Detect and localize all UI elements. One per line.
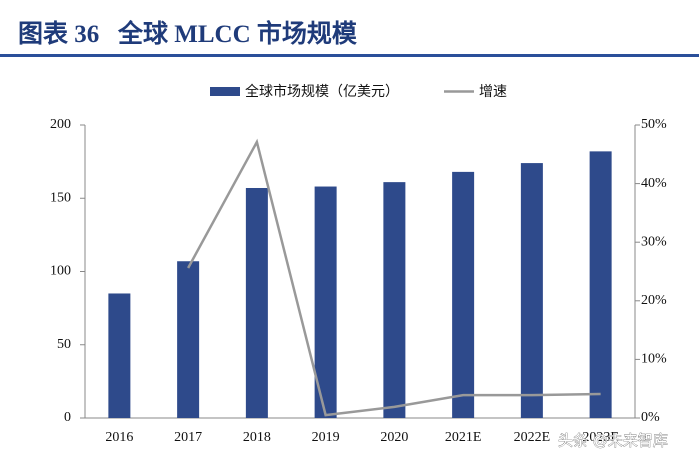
- legend-label: 全球市场规模（亿美元）: [245, 83, 399, 100]
- bar: [108, 293, 131, 418]
- watermark: 头条 @未来智库: [558, 432, 668, 450]
- x-tick-label: 2021E: [445, 430, 482, 445]
- bar: [520, 163, 543, 418]
- y-tick-label: 150: [50, 190, 71, 205]
- bar: [589, 151, 612, 418]
- x-tick-label: 2023E: [582, 430, 619, 445]
- y-tick-label: 100: [50, 264, 71, 279]
- x-tick-label: 2020: [380, 430, 408, 445]
- x-tick-label: 2016: [105, 430, 133, 445]
- bar: [314, 186, 337, 418]
- bar: [452, 171, 475, 418]
- bar: [177, 261, 200, 418]
- y-tick-label: 0: [64, 410, 71, 425]
- legend-label: 增速: [479, 84, 507, 100]
- x-tick-label: 2019: [312, 430, 340, 445]
- x-tick-label: 2017: [174, 430, 202, 445]
- line: [187, 138, 601, 417]
- chart-title: 图表 36 全球 MLCC 市场规模: [18, 21, 357, 48]
- y2-tick-label: 0%: [641, 410, 660, 425]
- x-tick-label: 2018: [243, 430, 271, 445]
- y-tick-label: 50: [57, 337, 71, 352]
- bar: [383, 182, 406, 418]
- y2-tick-label: 10%: [641, 352, 667, 367]
- title-rule: [0, 54, 699, 57]
- bar: [245, 187, 268, 418]
- y2-tick-label: 30%: [641, 234, 667, 249]
- y2-tick-label: 20%: [641, 293, 667, 308]
- y2-tick-label: 50%: [641, 117, 667, 132]
- y2-tick-label: 40%: [641, 176, 667, 191]
- x-tick-label: 2022E: [514, 430, 551, 445]
- y-tick-label: 200: [50, 117, 71, 132]
- legend-swatch: [210, 87, 240, 96]
